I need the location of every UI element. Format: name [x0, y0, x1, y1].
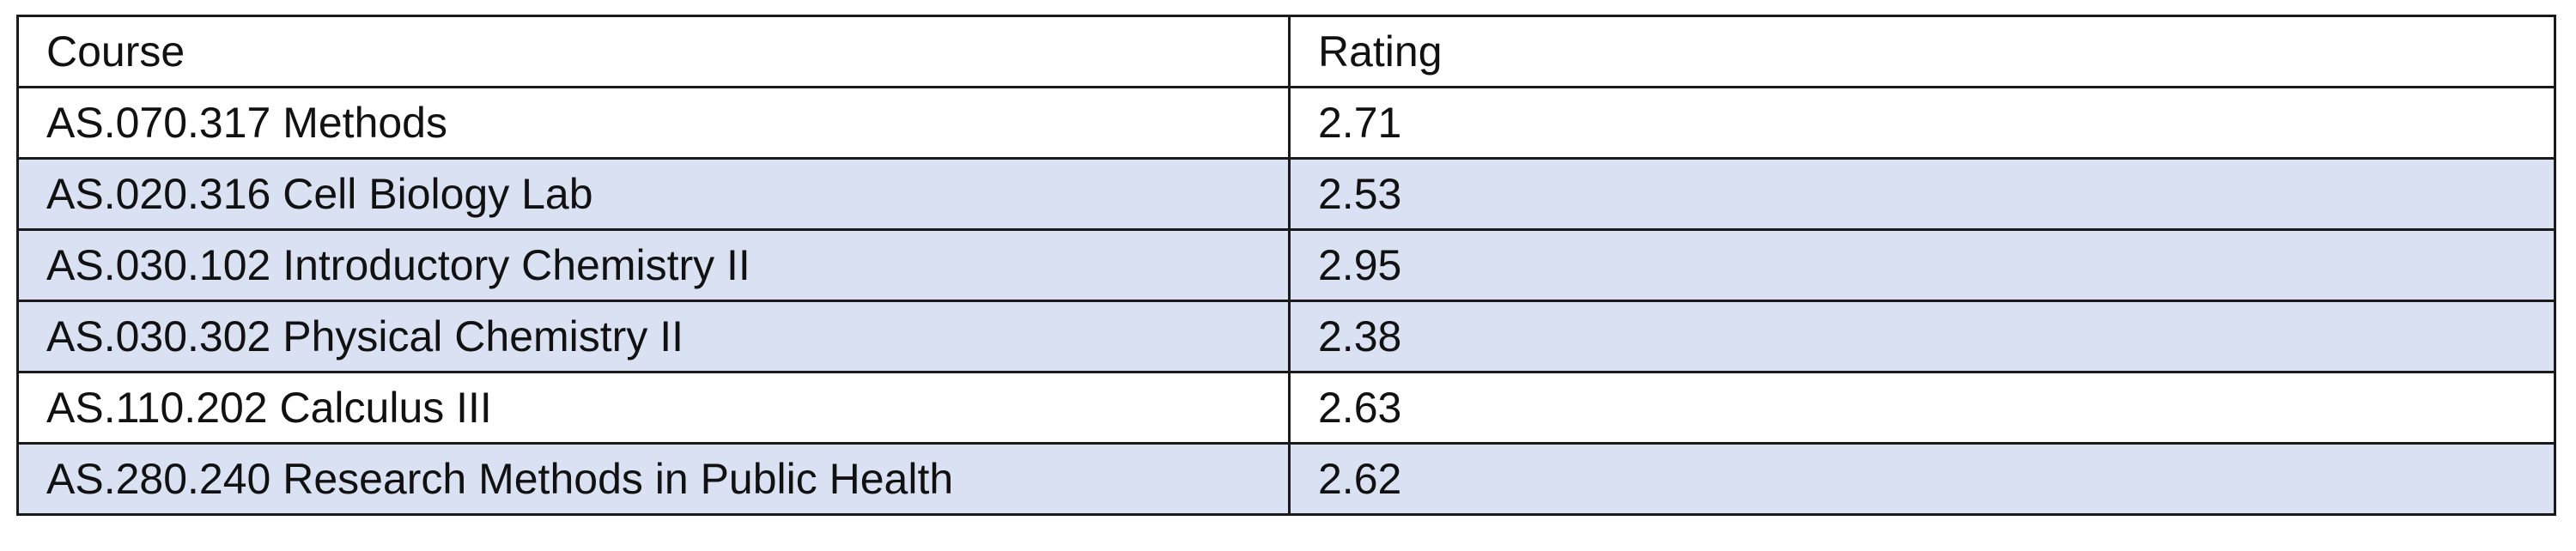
header-cell: Rating — [1288, 15, 2556, 88]
course-cell: AS.110.202 Calculus III — [16, 371, 1291, 445]
course-cell: AS.280.240 Research Methods in Public He… — [16, 442, 1291, 516]
rating-cell: 2.38 — [1288, 300, 2556, 373]
table-row: AS.070.317 Methods 2.71 — [16, 86, 2556, 160]
table-row: AS.020.316 Cell Biology Lab 2.53 — [16, 157, 2556, 231]
table-row: AS.110.202 Calculus III 2.63 — [16, 371, 2556, 445]
rating-cell: 2.95 — [1288, 228, 2556, 302]
rating-cell: 2.63 — [1288, 371, 2556, 445]
table-row: AS.280.240 Research Methods in Public He… — [16, 442, 2556, 516]
course-cell: AS.030.302 Physical Chemistry II — [16, 300, 1291, 373]
rating-cell: 2.71 — [1288, 86, 2556, 160]
table-row: AS.030.102 Introductory Chemistry II 2.9… — [16, 228, 2556, 302]
table-row: AS.030.302 Physical Chemistry II 2.38 — [16, 300, 2556, 373]
header-row: Course Rating — [16, 15, 2556, 88]
header-cell: Course — [16, 15, 1291, 88]
rating-cell: 2.53 — [1288, 157, 2556, 231]
course-cell: AS.070.317 Methods — [16, 86, 1291, 160]
course-cell: AS.020.316 Cell Biology Lab — [16, 157, 1291, 231]
rating-cell: 2.62 — [1288, 442, 2556, 516]
data-table: Course Rating AS.070.317 Methods 2.71 AS… — [16, 15, 2556, 516]
course-cell: AS.030.102 Introductory Chemistry II — [16, 228, 1291, 302]
